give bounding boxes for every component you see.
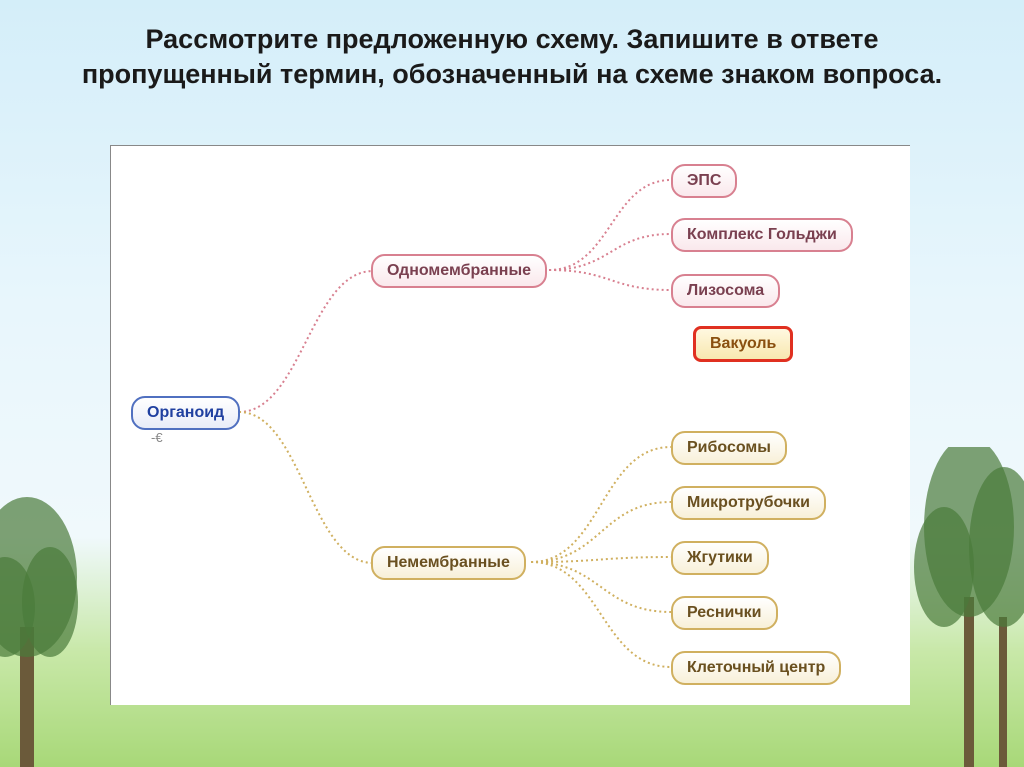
node-cilia: Реснички	[671, 596, 778, 630]
diagram-area: Органоид -€ Одномембранные ЭПС Комплекс …	[110, 145, 910, 705]
node-eps: ЭПС	[671, 164, 737, 198]
node-ribosome: Рибосомы	[671, 431, 787, 465]
node-answer-vacuole: Вакуоль	[693, 326, 793, 362]
node-golgi: Комплекс Гольджи	[671, 218, 853, 252]
node-root: Органоид	[131, 396, 240, 430]
node-lysosome: Лизосома	[671, 274, 780, 308]
node-microtubules: Микротрубочки	[671, 486, 826, 520]
euro-symbol: -€	[151, 430, 163, 445]
bg-tree-right	[904, 447, 1024, 767]
page-title: Рассмотрите предложенную схему. Запишите…	[0, 0, 1024, 102]
node-centrosome: Клеточный центр	[671, 651, 841, 685]
node-branch1: Одномембранные	[371, 254, 547, 288]
node-branch2: Немембранные	[371, 546, 526, 580]
node-flagella: Жгутики	[671, 541, 769, 575]
bg-tree-left	[0, 487, 90, 767]
